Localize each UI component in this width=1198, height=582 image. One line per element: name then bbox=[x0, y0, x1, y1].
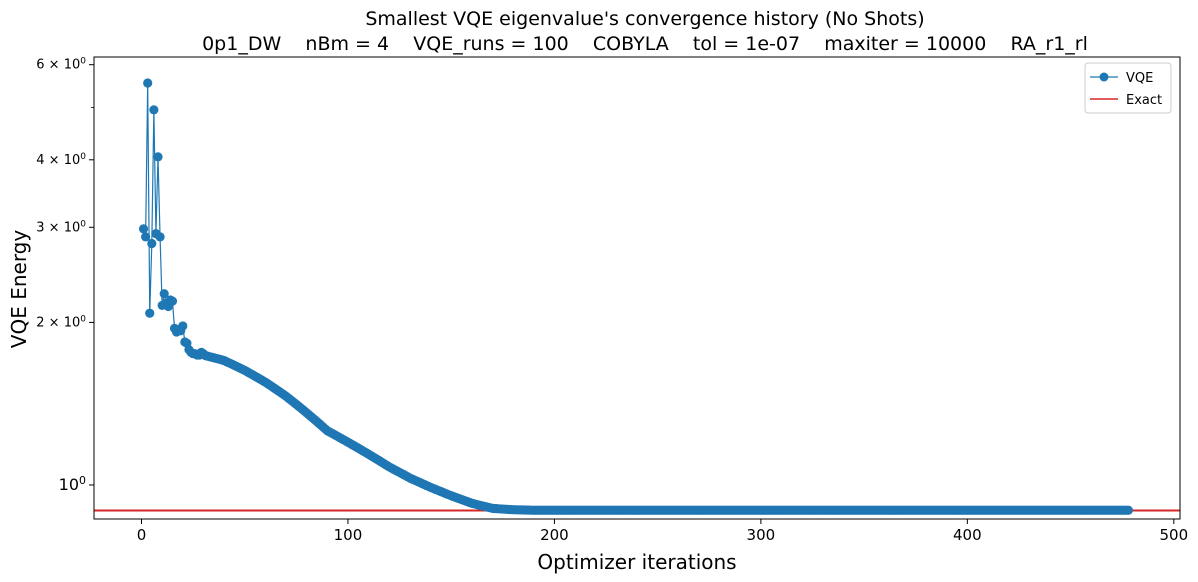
x-tick-label: 0 bbox=[137, 526, 147, 544]
x-tick-label: 300 bbox=[747, 526, 776, 544]
y-tick-label: 6 × 100 bbox=[36, 57, 86, 73]
vqe-point bbox=[153, 152, 163, 162]
vqe-point bbox=[149, 105, 159, 115]
y-tick-label: 4 × 100 bbox=[36, 152, 86, 168]
legend: VQE Exact bbox=[1084, 62, 1172, 114]
chart-title: Smallest VQE eigenvalue's convergence hi… bbox=[365, 8, 924, 30]
axes-frame bbox=[93, 56, 1181, 520]
vqe-point bbox=[167, 296, 178, 306]
vqe-point bbox=[178, 321, 188, 331]
y-tick-label: 100 bbox=[59, 473, 86, 494]
legend-exact-label: Exact bbox=[1126, 93, 1162, 108]
vqe-point bbox=[138, 224, 149, 234]
vqe-point bbox=[141, 232, 151, 242]
vqe-point bbox=[155, 232, 165, 242]
x-axis-label: Optimizer iterations bbox=[537, 550, 736, 574]
y-tick-label: 2 × 100 bbox=[36, 314, 86, 330]
y-tick-label: 3 × 100 bbox=[36, 219, 86, 235]
x-tick-label: 100 bbox=[334, 526, 363, 544]
y-axis-label: VQE Energy bbox=[7, 230, 31, 349]
vqe-markers bbox=[138, 78, 1133, 515]
vqe-point bbox=[143, 78, 153, 88]
legend-vqe-label: VQE bbox=[1126, 71, 1153, 86]
plot-area: 0 100 200 300 400 500 100 2 × 100 3 × 100 4 × 100… bbox=[36, 56, 1188, 544]
vqe-point bbox=[145, 308, 155, 318]
x-tick-label: 400 bbox=[953, 526, 982, 544]
chart-subtitle: 0p1_DW nBm = 4 VQE_runs = 100 COBYLA tol… bbox=[202, 33, 1088, 55]
legend-vqe-marker bbox=[1099, 72, 1109, 82]
x-tick-label: 500 bbox=[1159, 526, 1188, 544]
vqe-point bbox=[159, 289, 169, 299]
vqe-point bbox=[147, 238, 157, 249]
vqe-point bbox=[1123, 505, 1133, 515]
x-tick-label: 200 bbox=[540, 526, 569, 544]
